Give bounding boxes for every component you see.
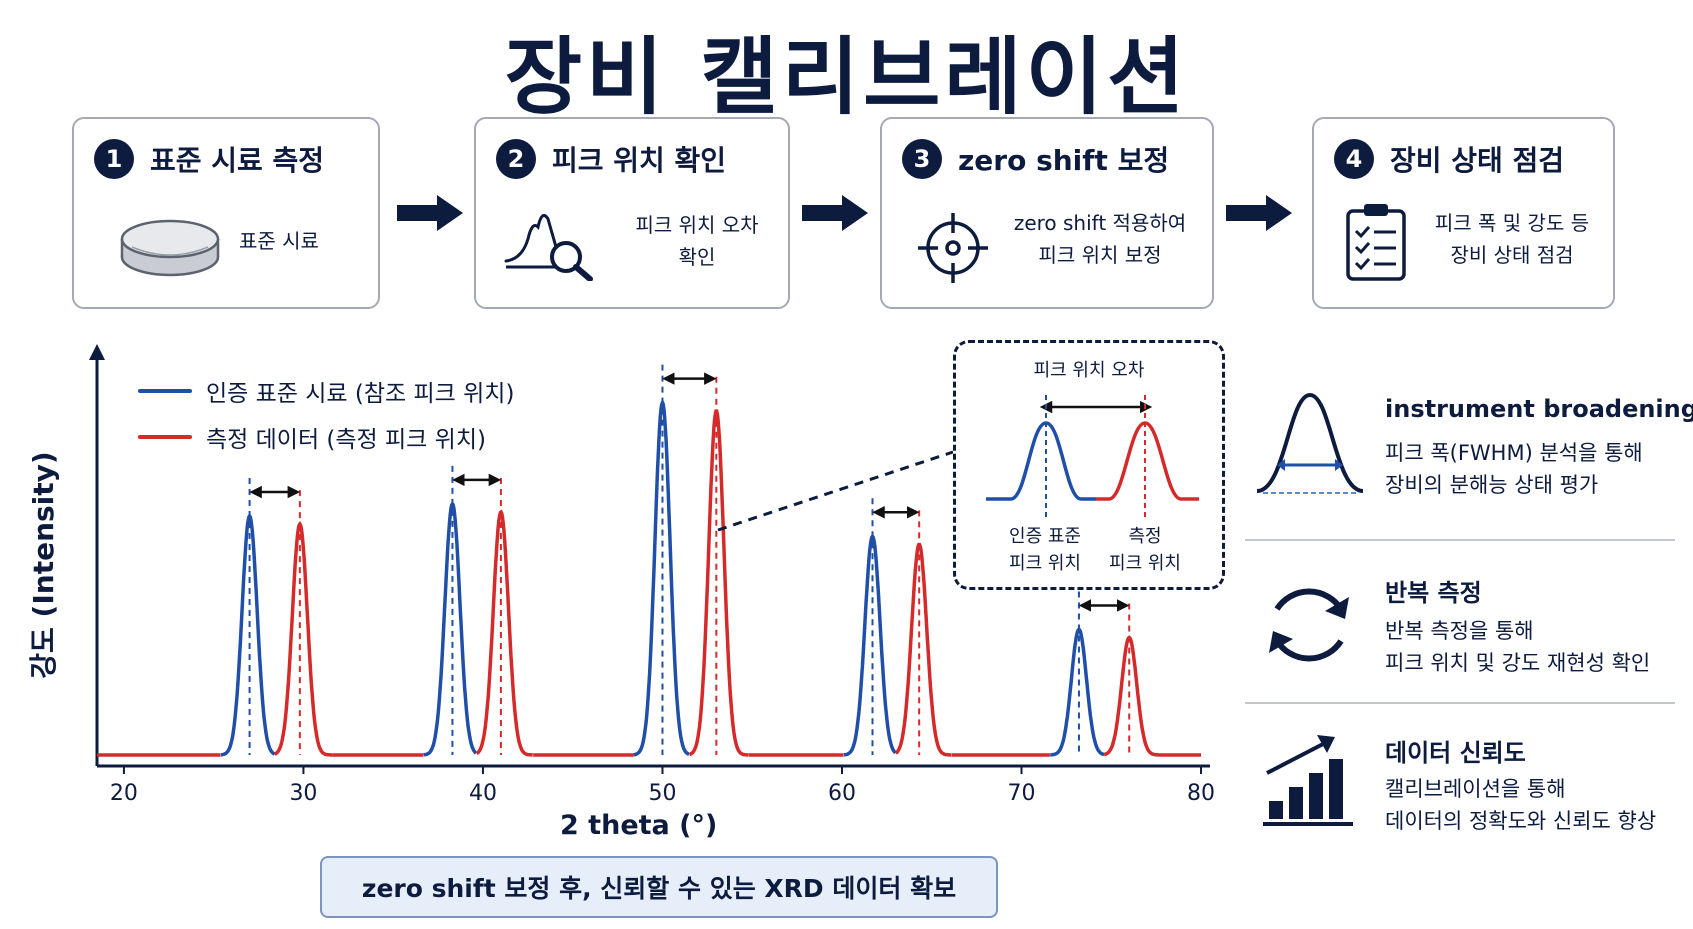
x-tick-label: 30 [289, 781, 317, 806]
flow-arrow-icon [1226, 195, 1292, 231]
flow-arrow-icon [802, 195, 868, 231]
side-item-text: 반복 측정을 통해 피크 위치 및 강도 재현성 확인 [1385, 615, 1650, 679]
step-number-badge: 3 [902, 139, 942, 179]
step-description-line: 피크 위치 오차 [635, 213, 759, 237]
legend-item: 인증 표준 시료 (참조 피크 위치) [138, 374, 514, 408]
step-number-badge: 2 [496, 139, 536, 179]
step-description-line: 피크 위치 보정 [1038, 243, 1162, 267]
reference-peak-label: 인증 표준 피크 위치 [990, 523, 1100, 577]
side-item-broadening: instrument broadening 피크 폭(FWHM) 분석을 통해 … [1245, 385, 1693, 505]
x-tick-label: 20 [110, 781, 138, 806]
label-line: 인증 표준 [1009, 526, 1081, 547]
reference-series-line [1050, 627, 1105, 757]
inset-title: 피크 위치 오차 [1033, 360, 1145, 381]
text-line: 반복 측정을 통해 [1385, 619, 1534, 643]
conclusion-banner: zero shift 보정 후, 신뢰할 수 있는 XRD 데이터 확보 [320, 856, 998, 918]
side-item-reliability: 데이터 신뢰도 캘리브레이션을 통해 데이터의 정확도와 신뢰도 향상 [1245, 725, 1675, 845]
legend-swatch [138, 435, 192, 439]
step-title: 피크 위치 확인 [552, 144, 727, 177]
xrd-peak-chart: 20 30 40 50 60 70 80 [89, 344, 1215, 806]
step-description: 표준 시료 [239, 229, 319, 253]
text-line: 데이터의 정확도와 신뢰도 향상 [1385, 809, 1657, 833]
measured-series-line [894, 542, 952, 757]
reference-series-line [633, 398, 690, 757]
label-line: 피크 위치 [1109, 553, 1181, 574]
measured-series-line [274, 520, 333, 757]
reference-series-line [423, 500, 478, 757]
text-line: 장비의 분해능 상태 평가 [1385, 473, 1599, 497]
x-tick-label: 50 [648, 781, 676, 806]
step-number-badge: 4 [1334, 139, 1374, 179]
label-line: 피크 위치 [1009, 553, 1081, 574]
inset-connector [717, 450, 954, 532]
step-card-2: 2 피크 위치 확인 피크 위치 오차 확인 [474, 117, 790, 309]
reference-series-line [843, 533, 897, 757]
legend-item: 측정 데이터 (측정 피크 위치) [138, 420, 486, 454]
side-item-title: 반복 측정 [1385, 579, 1482, 607]
legend-label: 측정 데이터 (측정 피크 위치) [206, 427, 486, 453]
step-description-line: 확인 [678, 245, 716, 269]
legend-label: 인증 표준 시료 (참조 피크 위치) [206, 381, 515, 407]
side-item-title: instrument broadening [1385, 395, 1693, 423]
y-axis-arrow-icon [89, 344, 105, 360]
step-description-line: zero shift 적용하여 [1013, 211, 1187, 235]
step-description-line: 피크 폭 및 강도 등 [1434, 211, 1590, 235]
clipboard-checklist-icon [1346, 204, 1406, 281]
step-description: 피크 위치 오차 확인 [622, 209, 772, 273]
x-tick-label: 60 [828, 781, 856, 806]
measured-series-line [688, 409, 749, 757]
step-card-1: 1 표준 시료 측정 표준 시료 [72, 117, 380, 309]
step-title: zero shift 보정 [958, 144, 1170, 177]
x-tick-label: 80 [1187, 781, 1215, 806]
refresh-cycle-icon [1269, 588, 1349, 662]
growth-chart-icon [1263, 735, 1353, 826]
flow-arrow-icon [397, 195, 463, 231]
text-line: 피크 폭(FWHM) 분석을 통해 [1385, 441, 1643, 465]
measured-series-line [475, 509, 533, 757]
step-number-badge: 1 [94, 139, 134, 179]
y-axis-label: 강도 (Intensity) [27, 451, 60, 679]
side-item-text: 캘리브레이션을 통해 데이터의 정확도와 신뢰도 향상 [1385, 773, 1656, 837]
x-axis-label: 2 theta (°) [560, 810, 718, 841]
step-description: 피크 폭 및 강도 등 장비 상태 점검 [1422, 207, 1602, 271]
sample-disk-icon [120, 219, 220, 277]
x-tick-label: 70 [1008, 781, 1036, 806]
divider [1245, 539, 1675, 541]
peak-magnifier-icon [504, 213, 593, 281]
divider [1245, 702, 1675, 704]
legend-swatch [138, 389, 192, 393]
label-line: 측정 [1128, 526, 1162, 547]
step-title: 장비 상태 점검 [1390, 144, 1565, 177]
bell-curve-width-icon [1256, 392, 1364, 494]
side-item-text: 피크 폭(FWHM) 분석을 통해 장비의 분해능 상태 평가 [1385, 437, 1643, 501]
inset-peak-diagram [986, 395, 1199, 519]
step-title: 표준 시료 측정 [150, 144, 325, 177]
text-line: 캘리브레이션을 통해 [1385, 777, 1566, 801]
side-item-title: 데이터 신뢰도 [1385, 739, 1526, 767]
measured-series-line [1103, 635, 1162, 757]
side-item-repeat: 반복 측정 반복 측정을 통해 피크 위치 및 강도 재현성 확인 [1245, 565, 1675, 685]
measured-peak-label: 측정 피크 위치 [1090, 523, 1200, 577]
page-title: 장비 캘리브레이션 [504, 28, 1189, 126]
step-description: zero shift 적용하여 피크 위치 보정 [1000, 207, 1200, 271]
crosshair-icon [918, 213, 988, 283]
step-description-line: 장비 상태 점검 [1450, 243, 1574, 267]
step-card-3: 3 zero shift 보정 zero shift 적용하여 피크 위치 보정 [880, 117, 1214, 309]
text-line: 피크 위치 및 강도 재현성 확인 [1385, 651, 1651, 675]
peak-offset-inset: 피크 위치 오차 인증 표준 피크 위치 측정 피크 위치 [953, 340, 1225, 590]
reference-series-line [220, 512, 276, 757]
x-tick-label: 40 [469, 781, 497, 806]
step-card-4: 4 장비 상태 점검 피크 폭 및 강도 등 장비 상태 점검 [1312, 117, 1615, 309]
